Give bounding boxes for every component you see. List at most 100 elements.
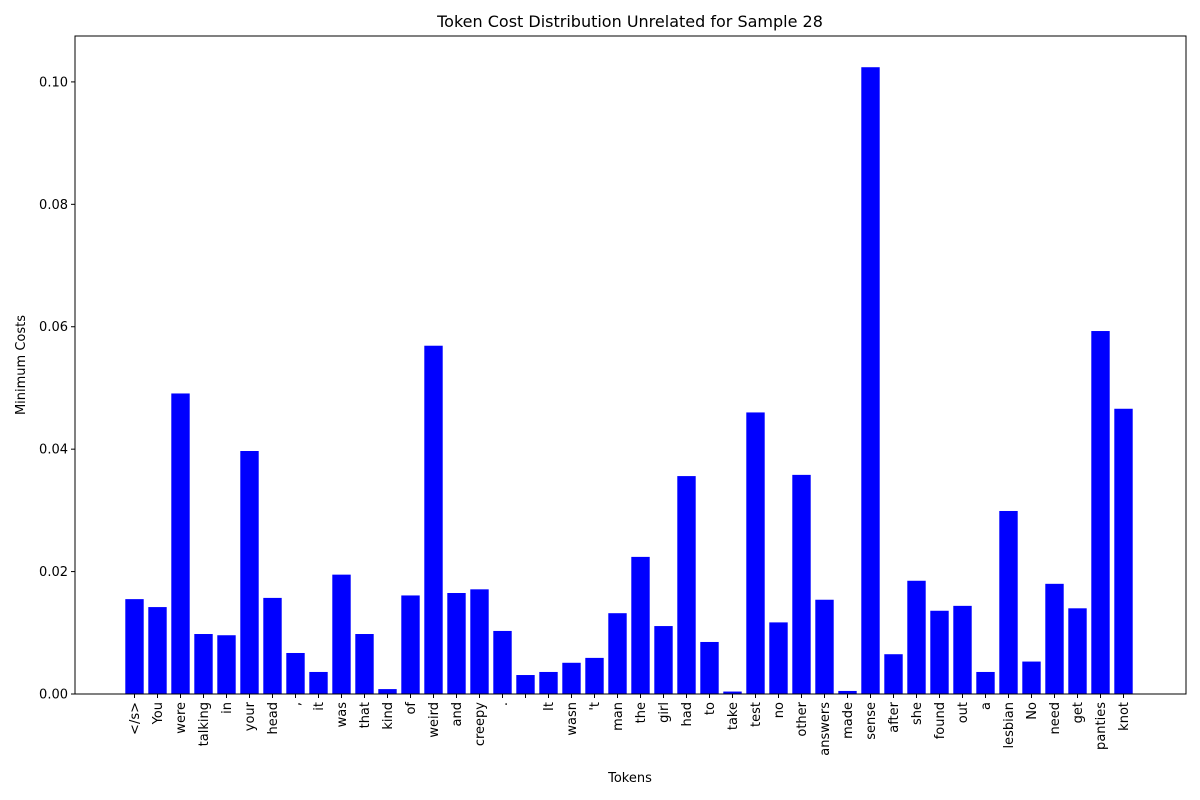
x-tick-label: It bbox=[542, 702, 557, 711]
x-tick-label: other bbox=[795, 701, 810, 736]
x-tick-label: out bbox=[956, 702, 971, 723]
bar bbox=[470, 589, 489, 694]
x-tick-label: head bbox=[266, 702, 281, 734]
bar bbox=[355, 634, 374, 694]
x-tick-label: it bbox=[312, 702, 327, 711]
x-tick-label: girl bbox=[657, 702, 672, 723]
x-tick-label: . bbox=[496, 702, 511, 706]
bar bbox=[861, 67, 880, 695]
bar bbox=[1022, 661, 1041, 694]
x-tick-label: she bbox=[910, 702, 925, 725]
x-tick-label: test bbox=[749, 702, 764, 727]
bar bbox=[562, 662, 581, 694]
bar bbox=[792, 474, 811, 694]
bar bbox=[907, 580, 926, 694]
bar bbox=[424, 345, 443, 694]
y-tick-label: 0.02 bbox=[39, 565, 68, 580]
bar bbox=[815, 599, 834, 694]
bar bbox=[953, 605, 972, 694]
bar bbox=[263, 597, 282, 694]
x-tick-label: was bbox=[335, 702, 350, 728]
x-tick-label: made bbox=[841, 702, 856, 739]
x-tick-label: the bbox=[634, 702, 649, 723]
bar bbox=[332, 574, 351, 694]
y-tick-label: 0.04 bbox=[39, 443, 68, 458]
x-tick-label: had bbox=[680, 702, 695, 726]
bar bbox=[700, 641, 719, 694]
x-tick-label: </s> bbox=[128, 702, 143, 735]
x-tick-label: , bbox=[289, 702, 304, 706]
chart-title: Token Cost Distribution Unrelated for Sa… bbox=[436, 12, 823, 31]
x-tick-label: answers bbox=[818, 702, 833, 756]
bar bbox=[1091, 331, 1110, 694]
x-tick-label: were bbox=[174, 702, 189, 734]
bar bbox=[286, 652, 305, 694]
x-tick-label: no bbox=[772, 702, 787, 718]
x-axis-title: Tokens bbox=[607, 771, 652, 786]
x-tick-label: 't bbox=[588, 702, 603, 711]
x-tick-label: man bbox=[611, 702, 626, 731]
bar bbox=[723, 691, 742, 694]
plot-frame bbox=[74, 35, 1187, 695]
bar bbox=[999, 510, 1018, 694]
x-tick-label: need bbox=[1048, 702, 1063, 735]
y-axis: 0.00 0.02 0.04 0.06 0.08 0.10 bbox=[39, 75, 75, 703]
bar bbox=[746, 412, 765, 694]
y-tick-label: 0.06 bbox=[39, 320, 68, 335]
y-tick-label: 0.00 bbox=[39, 688, 68, 703]
bar bbox=[194, 634, 213, 694]
x-tick-label: found bbox=[933, 702, 948, 739]
x-tick-label: after bbox=[887, 701, 902, 732]
bar bbox=[769, 622, 788, 694]
x-tick-label: sense bbox=[864, 702, 879, 740]
bar bbox=[585, 657, 604, 694]
bar bbox=[884, 654, 903, 694]
y-axis-title: Minimum Costs bbox=[14, 315, 29, 415]
bar bbox=[1045, 583, 1064, 694]
bar bbox=[401, 595, 420, 694]
bar bbox=[654, 626, 673, 694]
bar bbox=[976, 671, 995, 694]
bar bbox=[378, 689, 397, 694]
x-tick-label: of bbox=[404, 702, 419, 715]
bars-layer bbox=[125, 67, 1133, 695]
x-tick-label: and bbox=[450, 702, 465, 726]
x-tick-label: knot bbox=[1117, 702, 1132, 731]
x-tick-label: creepy bbox=[473, 702, 488, 746]
x-tick-label: weird bbox=[427, 702, 442, 738]
x-axis: </s> You were talking in your head, it was that ki… bbox=[128, 694, 1132, 756]
bar bbox=[309, 671, 328, 694]
x-tick-label: your bbox=[243, 701, 258, 731]
bar bbox=[838, 690, 857, 694]
y-tick-label: 0.10 bbox=[39, 75, 68, 90]
bar bbox=[217, 635, 236, 694]
x-tick-label: in bbox=[220, 702, 235, 714]
bar bbox=[516, 675, 535, 694]
x-tick-label: kind bbox=[381, 702, 396, 730]
bar bbox=[677, 476, 696, 694]
bar bbox=[930, 610, 949, 694]
x-tick-label: to bbox=[703, 702, 718, 715]
x-tick-label: You bbox=[151, 702, 166, 725]
bar bbox=[1114, 408, 1133, 694]
x-tick-label: lesbian bbox=[1002, 702, 1017, 748]
bar bbox=[125, 599, 144, 694]
x-tick-label: that bbox=[358, 702, 373, 728]
bar bbox=[1068, 608, 1087, 694]
bar bbox=[539, 671, 558, 694]
x-tick-label: No bbox=[1025, 702, 1040, 720]
bar bbox=[240, 451, 259, 694]
bar bbox=[608, 613, 627, 694]
x-tick-label: take bbox=[726, 702, 741, 730]
x-tick-label: wasn bbox=[565, 702, 580, 736]
bar bbox=[148, 607, 167, 694]
bar bbox=[493, 630, 512, 694]
y-tick-label: 0.08 bbox=[39, 198, 68, 213]
x-tick-label: panties bbox=[1094, 702, 1109, 750]
x-tick-label: talking bbox=[197, 702, 212, 746]
x-tick-label: get bbox=[1071, 702, 1086, 723]
bar bbox=[447, 593, 466, 694]
bar bbox=[631, 556, 650, 694]
